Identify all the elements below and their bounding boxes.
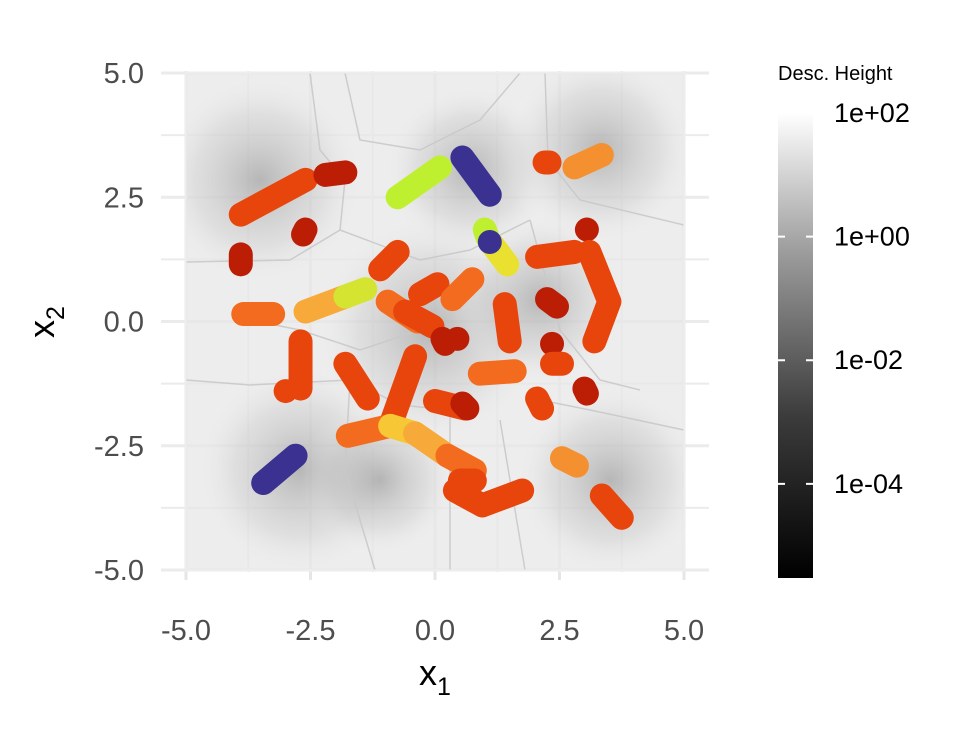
legend-title: Desc. Height	[778, 63, 893, 85]
y-tick-label: 5.0	[104, 58, 144, 90]
data-segment	[251, 443, 308, 496]
data-segment	[393, 299, 445, 339]
data-segment	[333, 277, 378, 309]
data-segment	[430, 326, 457, 356]
legend-tick-label: 1e+00	[834, 222, 910, 252]
legend-tick-label: 1e+02	[834, 98, 910, 128]
data-segment	[450, 391, 480, 421]
y-axis-title: x2	[21, 306, 70, 338]
data-segment	[582, 289, 622, 354]
x-tick-label: 0.0	[415, 615, 455, 647]
data-segment	[525, 386, 555, 421]
data-segment	[291, 217, 318, 247]
x-tick-label: 5.0	[664, 615, 704, 647]
y-tick-label: -5.0	[94, 555, 144, 587]
x-tick-label: -2.5	[286, 615, 336, 647]
y-tick-label: 0.0	[104, 307, 144, 339]
data-segment	[549, 446, 589, 478]
data-segment	[378, 344, 428, 438]
data-segment	[385, 155, 452, 210]
data-segment	[228, 167, 318, 227]
data-segment	[492, 292, 522, 354]
data-segment	[368, 239, 410, 282]
y-tick-label: 2.5	[104, 182, 144, 214]
y-tick-label: -2.5	[94, 431, 144, 463]
legend-tick-label: 1e-04	[834, 469, 903, 499]
y-axis: 5.0 2.5 0.0 -2.5 -5.0	[94, 58, 144, 587]
data-segment	[535, 287, 570, 319]
data-segment	[470, 478, 535, 518]
x-tick-label: 2.5	[539, 615, 579, 647]
data-segment	[450, 145, 502, 207]
x-axis: -5.0 -2.5 0.0 2.5 5.0	[161, 572, 704, 647]
data-segment	[562, 143, 614, 180]
legend-tick-label: 1e-02	[834, 345, 903, 375]
data-segment	[333, 351, 380, 411]
data-segment	[435, 443, 487, 483]
data-segment	[408, 272, 450, 307]
data-segment	[589, 483, 634, 530]
data-segment	[525, 239, 587, 269]
legend-colorbar	[778, 113, 813, 578]
legend-ticks: 1e+02 1e+00 1e-02 1e-04	[778, 98, 910, 499]
data-segment	[313, 160, 358, 187]
legend: Desc. Height 1e+02 1e+00 1e-02 1e-04	[778, 63, 910, 578]
data-segment	[467, 359, 527, 386]
data-segment	[572, 376, 599, 406]
data-segment	[440, 267, 485, 312]
data-segments	[228, 143, 634, 530]
x-tick-label: -5.0	[161, 615, 211, 647]
x-axis-title: x1	[419, 652, 451, 701]
